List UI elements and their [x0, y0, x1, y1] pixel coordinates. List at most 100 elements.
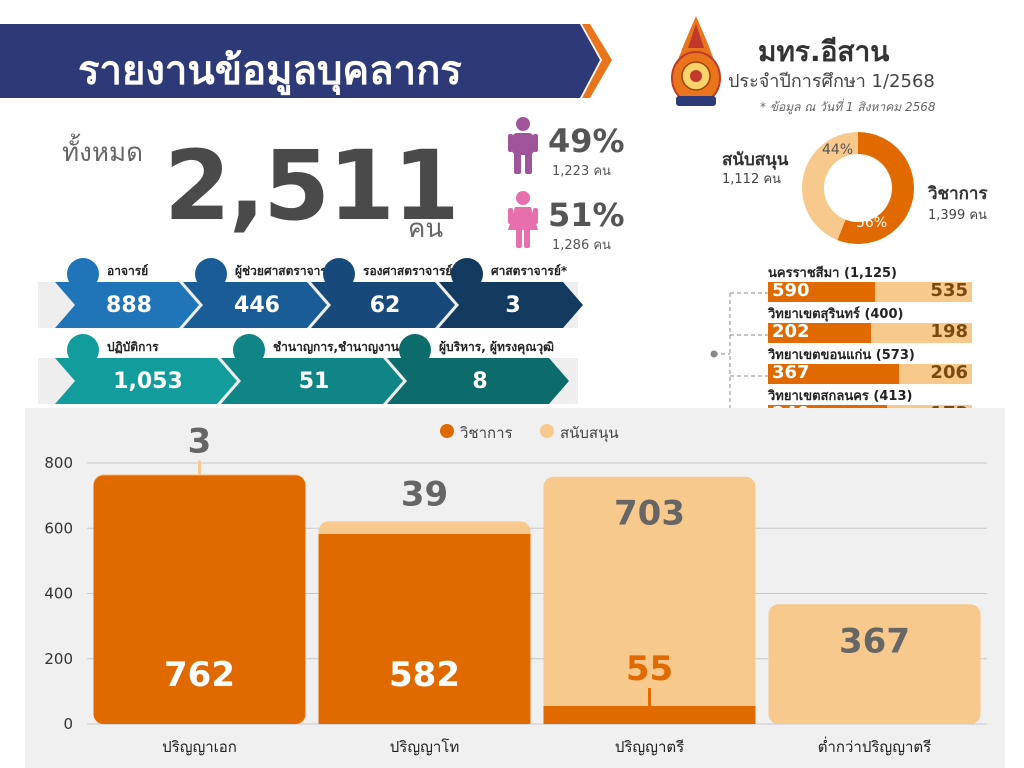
ribbon-bullet-icon: [67, 334, 99, 366]
legend-support-swatch: [540, 424, 554, 438]
support-position-ribbon: [55, 358, 569, 404]
bar-academic: [543, 706, 756, 724]
academic-year: ประจำปีการศึกษา 1/2568: [728, 71, 935, 92]
ribbon-bullet-icon: [323, 258, 355, 290]
campus-support-value: 206: [930, 362, 968, 383]
x-category-label: ปริญญาตรี: [615, 738, 684, 756]
campus-academic-value: 202: [772, 321, 810, 342]
campus-breakdown: นครราชสีมา (1,125) 590 535 วิทยาเขตสุรินทร์…: [768, 262, 978, 432]
y-tick-label: 200: [44, 650, 73, 668]
ribbon-label: ชำนาญการ,ชำนาญงาน: [273, 340, 399, 354]
female-person-icon: [508, 191, 538, 248]
ribbon-segment: [311, 282, 455, 328]
staff-type-donut: [802, 132, 914, 244]
y-tick-label: 0: [63, 715, 73, 733]
ribbon-label: อาจารย์: [107, 264, 149, 278]
support-percent: 44%: [822, 142, 854, 158]
support-position-labels: 1,053 ปฏิบัติการ 51 ชำนาญการ,ชำนาญงาน 8 ผู้บร…: [0, 332, 600, 408]
ribbon-segment: [221, 358, 403, 404]
ribbon-segment: [55, 358, 237, 404]
campus-bracket: [710, 292, 768, 419]
academic-count: 1,399 คน: [928, 208, 987, 223]
page-title: รายงานข้อมูลบุคลากร: [78, 48, 462, 94]
ribbon-segment: [183, 282, 327, 328]
support-value-label: 3: [188, 421, 212, 461]
ribbon-label: ผู้บริหาร, ผู้ทรงคุณวุฒิ: [439, 340, 554, 354]
support-value-label: 367: [839, 621, 910, 661]
donut-slice-academic: [837, 132, 914, 244]
bar-academic-cap: [543, 706, 756, 711]
bar-academic: [93, 475, 306, 724]
academic-value-label: 582: [389, 655, 460, 695]
academic-label: วิชาการ: [928, 184, 988, 204]
campus-bar: 590 535: [768, 280, 972, 302]
ribbon-bullet-icon: [451, 258, 483, 290]
support-value-label: 39: [401, 474, 448, 514]
ribbon-label: รองศาสตราจารย์: [363, 264, 453, 278]
legend-academic-swatch: [440, 424, 454, 438]
degree-stacked-bar-chart: 0 200 400 600 800 ปริญญาเอก 762 3 ปริญญาโท 582 39 ป…: [44, 421, 987, 756]
ribbon-label: ปฏิบัติการ: [107, 340, 159, 354]
ribbon-bullet-icon: [233, 334, 265, 366]
y-tick-label: 800: [44, 454, 73, 472]
ribbon-label: ผู้ช่วยศาสตราจารย์: [235, 264, 334, 278]
ribbon-value: 1,053: [113, 369, 183, 394]
academic-position-labels: 888 อาจารย์ 446 ผู้ช่วยศาสตราจารย์ 62 รองศาสต…: [0, 256, 600, 332]
campus-academic-bar: [768, 323, 871, 343]
ribbon-segment: [439, 282, 583, 328]
title-banner: [0, 24, 612, 98]
bar-support: [543, 476, 756, 724]
data-date-note: * ข้อมูล ณ วันที่ 1 สิงหาคม 2568: [760, 100, 936, 114]
campus-name: นครราชสีมา (1,125): [768, 266, 898, 281]
total-value: 2,511: [164, 130, 460, 242]
ribbon-value: 51: [298, 369, 330, 394]
support-count: 1,112 คน: [722, 172, 781, 187]
campus-academic-value: 590: [772, 280, 810, 301]
campus-bar: 367 206: [768, 362, 972, 384]
academic-percent: 56%: [856, 215, 888, 231]
support-value-label: 703: [614, 494, 685, 534]
bar-support: [768, 604, 981, 724]
ribbon-bullet-icon: [399, 334, 431, 366]
campus-name: วิทยาเขตสุรินทร์ (400): [768, 307, 904, 322]
academic-value-label: 55: [626, 649, 673, 689]
ribbon-label: ศาสตราจารย์*: [491, 264, 568, 278]
ribbon-segment: [55, 282, 199, 328]
ribbon-bullet-icon: [67, 258, 99, 290]
ribbon-segment: [387, 358, 569, 404]
support-label: สนับสนุน: [722, 150, 789, 170]
academic-value-label: 762: [164, 655, 235, 695]
male-percent: 49%: [548, 122, 625, 160]
ribbon-value: 446: [234, 293, 280, 318]
y-tick-label: 600: [44, 519, 73, 537]
male-person-icon: [508, 117, 538, 174]
campus-academic-bar: [768, 282, 875, 302]
x-category-label: ปริญญาโท: [390, 738, 460, 756]
x-category-label: ต่ำกว่าปริญญาตรี: [818, 736, 931, 756]
legend-academic-label: วิชาการ: [460, 424, 513, 442]
ribbon-value: 8: [472, 369, 488, 394]
campus-name: วิทยาเขตสกลนคร (413): [768, 389, 913, 404]
university-name: มทร.อีสาน: [758, 35, 890, 68]
female-percent: 51%: [548, 196, 625, 234]
university-logo: [671, 16, 721, 106]
campus-support-value: 535: [930, 280, 968, 301]
academic-position-ribbon: [55, 282, 583, 328]
campus-bar: 202 198: [768, 321, 972, 343]
ribbon-value: 62: [369, 293, 401, 318]
x-category-label: ปริญญาเอก: [162, 738, 237, 756]
bar-academic: [318, 534, 531, 724]
campus-academic-bar: [768, 364, 899, 384]
campus-support-value: 198: [930, 321, 968, 342]
female-count: 1,286 คน: [552, 238, 611, 253]
ribbon-bullet-icon: [195, 258, 227, 290]
bar-academic-cap: [318, 534, 531, 539]
legend-support-label: สนับสนุน: [560, 424, 619, 442]
total-label: ทั้งหมด: [62, 138, 143, 168]
ribbon-value: 3: [505, 293, 521, 318]
male-count: 1,223 คน: [552, 164, 611, 179]
ribbon-value: 888: [106, 293, 152, 318]
total-unit: คน: [408, 214, 444, 244]
campus-name: วิทยาเขตขอนแก่น (573): [768, 348, 915, 363]
campus-academic-value: 367: [772, 362, 810, 383]
